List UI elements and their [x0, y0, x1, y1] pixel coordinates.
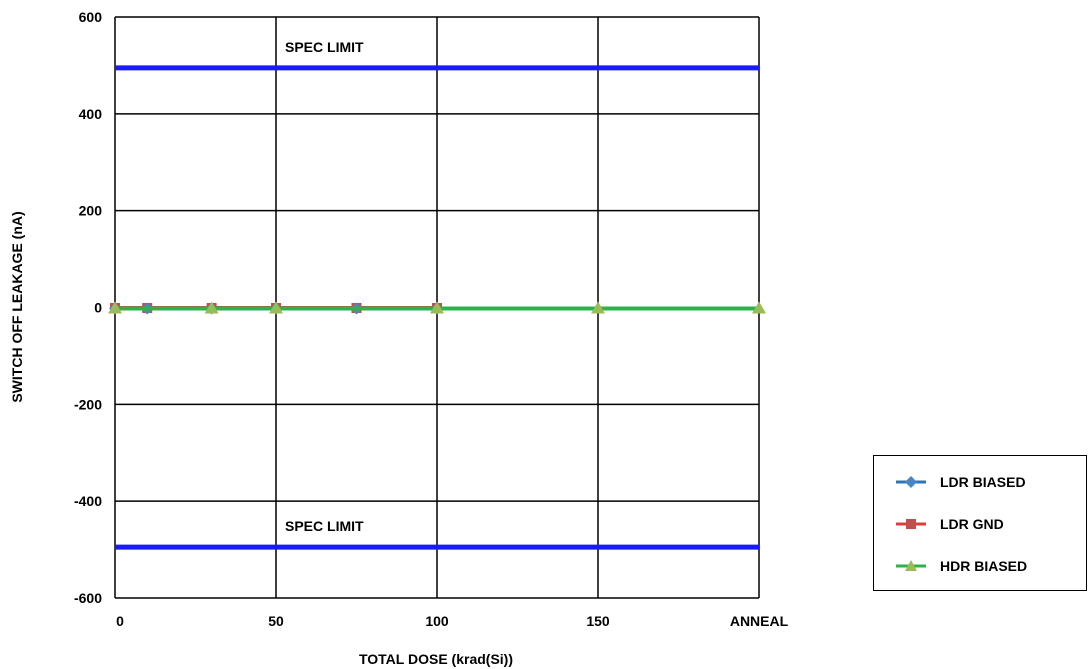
- x-axis-title: TOTAL DOSE (krad(Si)): [359, 651, 513, 667]
- x-tick-labels: 0 50 100 150 ANNEAL: [116, 613, 789, 629]
- y-tick-label: -200: [74, 396, 102, 412]
- y-tick-label: 0: [94, 300, 102, 316]
- data-point: [269, 301, 283, 314]
- series-hdr-biased: [108, 301, 766, 314]
- grid: [114, 16, 760, 599]
- data-point: [108, 301, 122, 314]
- y-tick-label: -400: [74, 493, 102, 509]
- legend: LDR BIASED LDR GND HDR BIASED: [873, 455, 1087, 591]
- data-point: [752, 301, 766, 314]
- spec-limit-label: SPEC LIMIT: [285, 518, 364, 534]
- legend-label: LDR BIASED: [940, 474, 1026, 490]
- spec-limit-lines: SPEC LIMIT SPEC LIMIT: [115, 39, 759, 550]
- data-point: [430, 301, 444, 314]
- legend-swatch-diamond-icon: [896, 476, 926, 488]
- y-tick-label: -600: [74, 590, 102, 606]
- legend-swatch-triangle-icon: [896, 560, 926, 571]
- y-axis-title: SWITCH OFF LEAKAGE (nA): [9, 211, 25, 402]
- legend-item-hdr-biased: HDR BIASED: [874, 554, 1027, 578]
- y-tick-label: 200: [79, 203, 103, 219]
- legend-label: LDR GND: [940, 516, 1004, 532]
- legend-item-ldr-gnd: LDR GND: [874, 512, 1004, 536]
- x-tick-label: 100: [425, 613, 449, 629]
- legend-label: HDR BIASED: [940, 558, 1028, 574]
- x-tick-label: 0: [116, 613, 124, 629]
- y-tick-labels: 600 400 200 0 -200 -400 -600: [74, 9, 102, 606]
- legend-swatch-square-icon: [896, 519, 926, 529]
- data-point: [591, 301, 605, 314]
- y-tick-label: 600: [79, 9, 103, 25]
- x-tick-label: 150: [586, 613, 610, 629]
- data-point: [204, 301, 219, 314]
- x-tick-label: ANNEAL: [730, 613, 789, 629]
- series: [108, 301, 766, 315]
- spec-limit-label: SPEC LIMIT: [285, 39, 364, 55]
- y-tick-label: 400: [79, 106, 103, 122]
- legend-item-ldr-biased: LDR BIASED: [874, 470, 1026, 494]
- x-tick-label: 50: [268, 613, 284, 629]
